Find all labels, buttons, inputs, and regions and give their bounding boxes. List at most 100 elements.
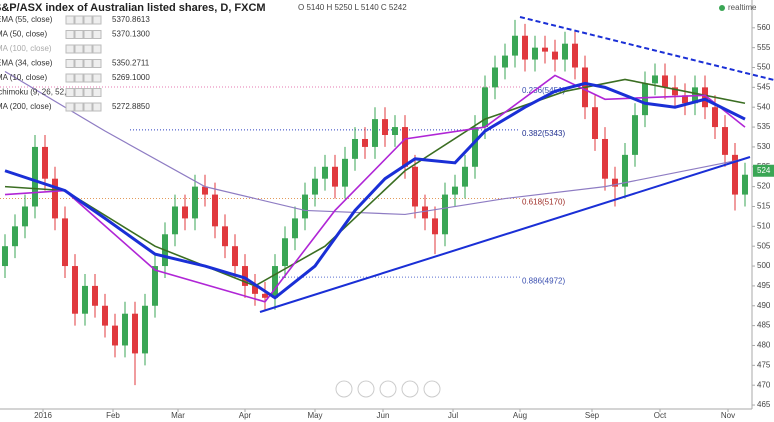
y-tick-label: 505 — [757, 241, 771, 250]
candle-body — [142, 305, 148, 354]
zoom-in-button[interactable] — [401, 380, 419, 398]
candle-body — [282, 238, 288, 267]
candle-body — [482, 87, 488, 128]
y-tick-label: 495 — [757, 281, 771, 290]
indicator-button[interactable] — [74, 44, 84, 54]
indicator-button[interactable] — [83, 30, 93, 39]
candle-body — [662, 75, 668, 88]
indicator-name: MA (50, close) — [0, 30, 47, 39]
y-tick-label: 535 — [757, 122, 771, 131]
y-tick-label: 490 — [757, 301, 771, 310]
candle-body — [732, 154, 738, 195]
y-tick-label: 560 — [757, 23, 771, 32]
last-price-box — [753, 164, 774, 177]
plot-area: 4654704754804854904955005055105155205255… — [0, 19, 774, 420]
candle-body — [492, 67, 498, 88]
x-tick-label: Apr — [239, 411, 252, 420]
x-tick-label: Nov — [721, 411, 735, 420]
indicator-button[interactable] — [83, 15, 93, 25]
y-tick-label: 465 — [757, 400, 771, 409]
indicator-button[interactable] — [92, 73, 102, 83]
candle-body — [222, 226, 228, 247]
candle-body — [292, 218, 298, 239]
indicator-button[interactable] — [92, 88, 102, 97]
indicator-button[interactable] — [65, 44, 75, 54]
support-line — [259, 156, 751, 313]
indicator-button[interactable] — [65, 88, 75, 97]
y-tick-label: 540 — [757, 102, 771, 111]
candle-body — [502, 55, 508, 68]
fib-label: 0.236(5451) — [522, 86, 565, 95]
indicator-button[interactable] — [83, 88, 93, 97]
candle-body — [382, 119, 388, 136]
candle-body — [172, 206, 178, 235]
indicator-button[interactable] — [74, 59, 84, 68]
x-tick-label: Mar — [171, 411, 185, 420]
candle-body — [262, 293, 268, 298]
y-tick-label: 475 — [757, 360, 771, 369]
candle-body — [702, 87, 708, 108]
candle-body — [102, 305, 108, 326]
moving-average — [4, 81, 746, 300]
indicator-button[interactable] — [65, 59, 75, 68]
candle-body — [602, 138, 608, 179]
y-tick-label: 530 — [757, 142, 771, 151]
y-tick-label: 545 — [757, 82, 771, 91]
indicator-button[interactable] — [83, 44, 93, 54]
y-tick-label: 515 — [757, 202, 771, 211]
candle-body — [552, 51, 558, 60]
candle-body — [182, 206, 188, 219]
indicator-button[interactable] — [92, 59, 102, 68]
zoom-out-button[interactable] — [357, 380, 375, 398]
candle-body — [82, 285, 88, 314]
candle-body — [272, 266, 278, 298]
candle-body — [122, 313, 128, 346]
indicator-button[interactable] — [92, 15, 102, 25]
candle-body — [722, 127, 728, 155]
indicator-button[interactable] — [83, 102, 93, 112]
status: realtime — [728, 3, 757, 12]
candle-body — [2, 246, 8, 267]
candle-body — [62, 218, 68, 267]
fib-label: 0.618(5170) — [522, 198, 565, 207]
x-tick-label: Feb — [106, 411, 120, 420]
candle-body — [342, 158, 348, 187]
reset-button[interactable] — [379, 380, 397, 398]
candle-body — [392, 127, 398, 136]
candle-body — [422, 206, 428, 219]
candle-body — [212, 194, 218, 227]
indicator-button[interactable] — [74, 102, 84, 112]
indicator-button[interactable] — [83, 73, 93, 83]
y-tick-label: 510 — [757, 221, 771, 230]
indicator-button[interactable] — [74, 88, 84, 97]
scroll-left-button[interactable] — [335, 380, 353, 398]
candle-body — [452, 186, 458, 195]
indicator-button[interactable] — [65, 15, 75, 25]
candle-body — [442, 194, 448, 235]
candle-body — [112, 325, 118, 346]
candle-body — [192, 186, 198, 219]
indicator-button[interactable] — [65, 30, 75, 39]
candle-body — [32, 146, 38, 207]
indicator-button[interactable] — [83, 59, 93, 68]
candle-body — [252, 285, 258, 294]
y-tick-label: 500 — [757, 261, 771, 270]
candle-body — [352, 138, 358, 159]
indicator-button[interactable] — [92, 44, 102, 54]
x-tick-label: Jun — [377, 411, 390, 420]
candle-body — [642, 83, 648, 116]
indicator-name: EMA (55, close) — [0, 15, 53, 24]
candle-body — [332, 166, 338, 187]
indicator-button[interactable] — [92, 102, 102, 112]
x-tick-label: Sep — [585, 411, 600, 420]
candle-body — [612, 178, 618, 187]
indicator-button[interactable] — [74, 73, 84, 83]
indicator-button[interactable] — [74, 15, 84, 25]
status-dot — [719, 5, 725, 11]
scroll-right-button[interactable] — [423, 380, 441, 398]
indicator-button[interactable] — [65, 102, 75, 112]
indicator-button[interactable] — [92, 30, 102, 39]
indicator-button[interactable] — [74, 30, 84, 39]
indicator-button[interactable] — [65, 73, 75, 83]
